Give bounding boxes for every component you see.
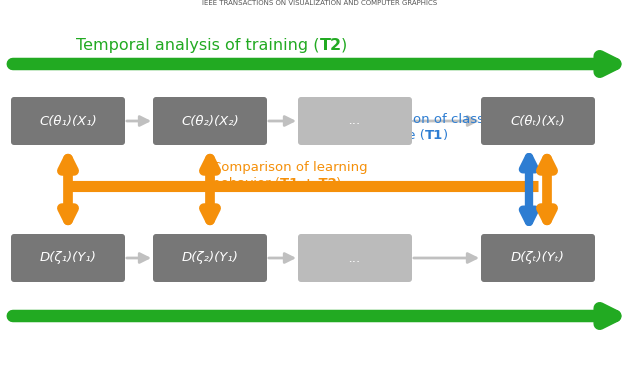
FancyBboxPatch shape bbox=[298, 234, 412, 282]
Text: performance (: performance ( bbox=[330, 129, 425, 142]
FancyBboxPatch shape bbox=[153, 97, 267, 145]
FancyBboxPatch shape bbox=[481, 97, 595, 145]
FancyBboxPatch shape bbox=[11, 234, 125, 282]
Text: D(ζ₂)(Y₁): D(ζ₂)(Y₁) bbox=[182, 252, 239, 265]
Text: Comparison of classifier: Comparison of classifier bbox=[350, 113, 510, 126]
Text: behavior (: behavior ( bbox=[212, 177, 280, 190]
Text: C(θₜ)(Xₜ): C(θₜ)(Xₜ) bbox=[511, 114, 565, 128]
Text: T2: T2 bbox=[320, 38, 342, 53]
Text: ...: ... bbox=[349, 252, 362, 265]
Text: D(ζₜ)(Yₜ): D(ζₜ)(Yₜ) bbox=[511, 252, 565, 265]
Text: Temporal analysis of training (: Temporal analysis of training ( bbox=[77, 38, 320, 53]
Text: IEEE TRANSACTIONS ON VISUALIZATION AND COMPUTER GRAPHICS: IEEE TRANSACTIONS ON VISUALIZATION AND C… bbox=[202, 0, 438, 6]
Text: D(ζ₁)(Y₁): D(ζ₁)(Y₁) bbox=[40, 252, 97, 265]
Text: C(θ₁)(X₁): C(θ₁)(X₁) bbox=[39, 114, 97, 128]
FancyBboxPatch shape bbox=[11, 97, 125, 145]
FancyBboxPatch shape bbox=[153, 234, 267, 282]
Text: T1 + T2: T1 + T2 bbox=[280, 177, 337, 190]
Text: ): ) bbox=[336, 177, 341, 190]
Text: ): ) bbox=[341, 38, 348, 53]
Text: ): ) bbox=[443, 129, 448, 142]
Text: ...: ... bbox=[349, 114, 362, 128]
Text: Comparison of learning: Comparison of learning bbox=[212, 161, 368, 174]
FancyBboxPatch shape bbox=[298, 97, 412, 145]
Text: T1: T1 bbox=[425, 129, 444, 142]
FancyBboxPatch shape bbox=[481, 234, 595, 282]
Text: C(θ₂)(X₂): C(θ₂)(X₂) bbox=[181, 114, 239, 128]
